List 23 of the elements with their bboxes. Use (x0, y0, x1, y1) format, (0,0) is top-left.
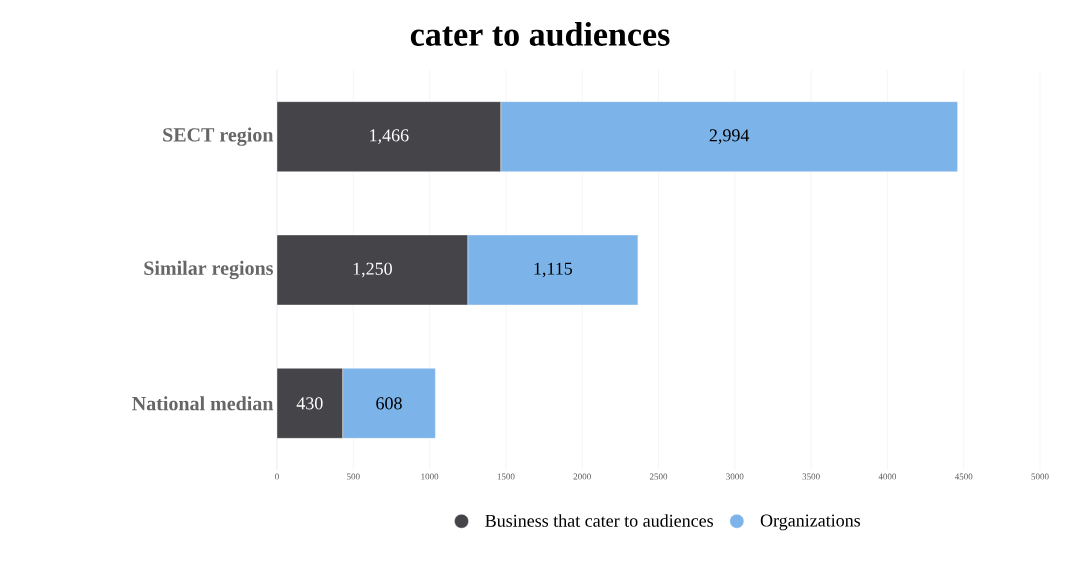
x-tick-label: 0 (275, 473, 279, 480)
x-tick-label: 2500 (649, 473, 668, 480)
y-tick-label: Similar regions (144, 260, 273, 280)
data-label: 1,466 (370, 129, 409, 145)
x-tick-label: 4000 (878, 473, 897, 480)
y-tick-label: National median (132, 396, 274, 411)
x-tick-label: 1000 (421, 473, 439, 480)
legend-label: Business that cater to audiences (485, 514, 714, 527)
x-tick-label: 3000 (726, 473, 744, 480)
x-tick-label: 2000 (573, 473, 591, 480)
data-label: 1,115 (534, 262, 573, 278)
data-label: 1,250 (353, 262, 392, 278)
legend-label: Organizations (760, 514, 861, 531)
x-tick-label: 3500 (802, 473, 820, 480)
x-tick-label: 4500 (954, 473, 973, 480)
data-label: 2,994 (709, 129, 750, 145)
data-label: 608 (376, 397, 402, 410)
x-tick-label: 5000 (1031, 473, 1049, 480)
data-label: 430 (296, 397, 323, 410)
x-tick-label: 1500 (497, 473, 515, 480)
chart-title: cater to audiences (410, 21, 670, 46)
x-tick-label: 500 (347, 473, 360, 480)
y-tick-label: SECT region (163, 127, 274, 146)
